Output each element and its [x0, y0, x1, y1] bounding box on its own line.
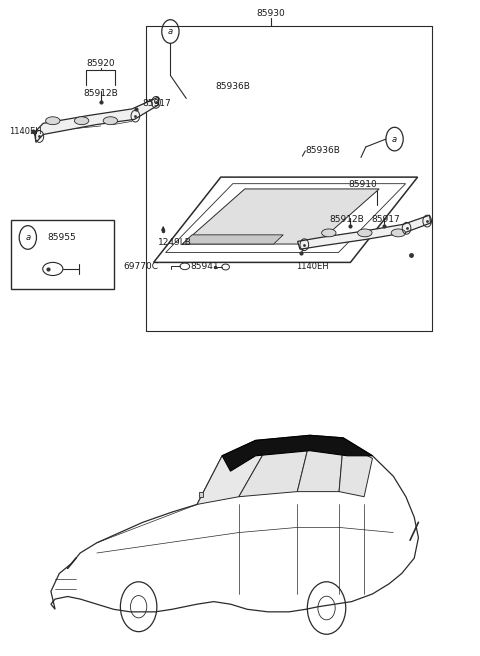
Polygon shape [36, 97, 158, 142]
Text: 85936B: 85936B [305, 146, 340, 155]
Text: a: a [168, 27, 173, 36]
Text: 1140EH: 1140EH [296, 262, 329, 272]
Polygon shape [182, 189, 379, 244]
Ellipse shape [391, 229, 406, 237]
Text: 85910: 85910 [348, 180, 377, 189]
Ellipse shape [103, 117, 118, 125]
Polygon shape [297, 440, 343, 491]
Text: 1249LB: 1249LB [158, 238, 192, 247]
Text: 85912B: 85912B [84, 89, 118, 98]
Ellipse shape [74, 117, 89, 125]
Text: a: a [25, 233, 30, 242]
Ellipse shape [322, 229, 336, 237]
Text: 85941: 85941 [191, 262, 219, 272]
Polygon shape [197, 445, 268, 504]
Ellipse shape [46, 117, 60, 125]
Text: 85930: 85930 [257, 9, 286, 18]
Ellipse shape [358, 229, 372, 237]
Polygon shape [199, 491, 204, 497]
Text: 69770C: 69770C [124, 262, 159, 272]
Polygon shape [339, 443, 372, 497]
Polygon shape [182, 235, 283, 244]
Text: 85955: 85955 [47, 233, 76, 242]
Polygon shape [222, 436, 372, 471]
Text: 85912B: 85912B [329, 215, 364, 224]
Text: 85936B: 85936B [215, 82, 250, 91]
Text: 1140EH: 1140EH [9, 127, 41, 136]
Text: 85917: 85917 [371, 215, 400, 224]
Polygon shape [239, 440, 310, 497]
Text: a: a [392, 134, 397, 144]
Text: 85920: 85920 [86, 59, 115, 68]
Polygon shape [298, 215, 431, 249]
Text: 85917: 85917 [143, 99, 171, 108]
